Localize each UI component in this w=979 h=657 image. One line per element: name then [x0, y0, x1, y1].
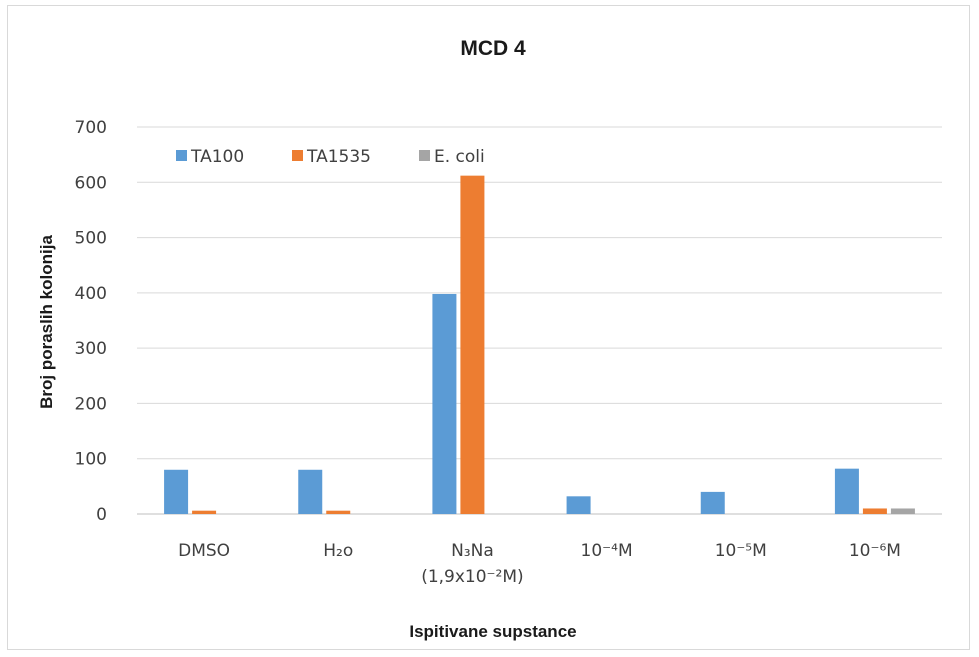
- x-category-label: (1,9x10⁻²M): [421, 567, 523, 587]
- legend-swatch: [176, 150, 187, 161]
- y-tick-label: 700: [75, 118, 107, 138]
- bar-ta100: [700, 491, 725, 514]
- y-tick-label: 500: [75, 229, 107, 249]
- x-category-label: 10⁻⁵M: [715, 541, 767, 561]
- y-tick-label: 600: [75, 173, 107, 193]
- legend-swatch: [292, 150, 303, 161]
- y-axis-ticks: 0 100 200 300 400 500 600 700: [75, 118, 107, 525]
- legend-label: TA100: [190, 147, 244, 167]
- bar-ta1535: [460, 175, 485, 514]
- y-tick-label: 200: [75, 394, 107, 414]
- legend-swatch: [419, 150, 430, 161]
- y-axis-title: Broj poraslih kolonija: [37, 235, 56, 409]
- bar-ta100: [298, 469, 323, 514]
- bar-ta100: [834, 468, 859, 514]
- legend-label: TA1535: [306, 147, 371, 167]
- legend-label: E. coli: [434, 147, 485, 167]
- bar-ta1535: [862, 508, 887, 514]
- legend: TA100 TA1535 E. coli: [176, 147, 485, 167]
- gridlines: [137, 126, 942, 515]
- x-category-label: DMSO: [178, 541, 230, 561]
- bars: [164, 175, 915, 514]
- x-category-label: H₂o: [323, 541, 353, 561]
- y-tick-label: 400: [75, 284, 107, 304]
- x-axis-title: Ispitivane supstance: [409, 622, 576, 641]
- bar-ta100: [432, 293, 457, 514]
- chart-title: MCD 4: [460, 37, 526, 60]
- x-category-label: 10⁻⁴M: [581, 541, 633, 561]
- bar-ta100: [566, 496, 591, 514]
- y-tick-label: 0: [96, 505, 107, 525]
- x-category-label: N₃Na: [451, 541, 494, 561]
- y-tick-label: 100: [75, 450, 107, 470]
- bar-ta1535: [326, 510, 351, 514]
- bar-ta1535: [192, 510, 217, 514]
- bar-ta100: [164, 469, 189, 514]
- chart-frame: [7, 5, 970, 650]
- bar-e-coli: [890, 508, 915, 514]
- y-tick-label: 300: [75, 339, 107, 359]
- x-axis-categories: DMSO H₂o N₃Na (1,9x10⁻²M) 10⁻⁴M 10⁻⁵M 10⁻⁶M: [178, 541, 901, 587]
- x-category-label: 10⁻⁶M: [849, 541, 901, 561]
